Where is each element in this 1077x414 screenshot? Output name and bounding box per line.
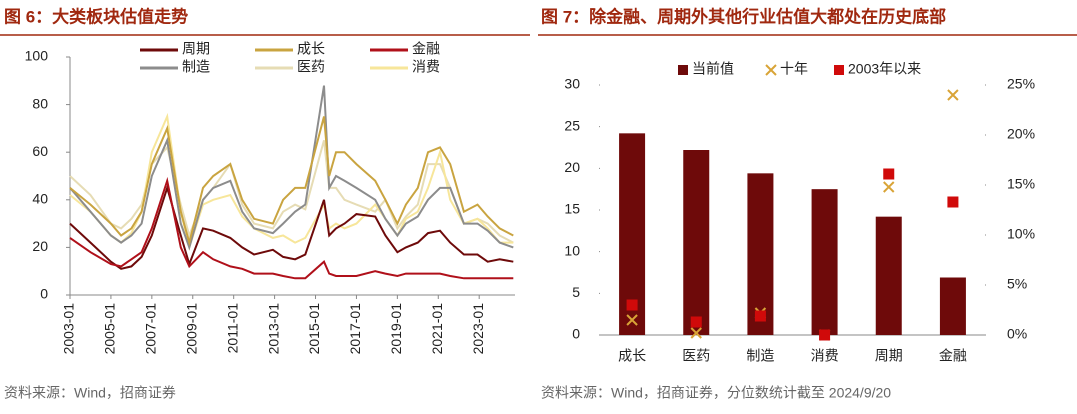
x-marker: [626, 314, 638, 326]
chart-title: 图 6：大类板块估值走势: [4, 6, 188, 26]
bar: [747, 173, 774, 335]
legend-label: 金融: [412, 41, 440, 57]
x-tick-label: 医药: [682, 348, 710, 364]
series-line: [69, 112, 514, 252]
series-line: [69, 116, 514, 247]
x-marker: [947, 89, 959, 101]
y2-tick-label: 25%: [1007, 76, 1035, 92]
square-marker: [754, 310, 766, 322]
x-tick-label: 2017-01: [347, 303, 363, 355]
y2-tick-label: 20%: [1007, 126, 1035, 142]
y-tick-label: 40: [32, 191, 48, 207]
x-tick-label: 2007-01: [143, 303, 159, 355]
bar: [683, 150, 710, 335]
legend-label: 制造: [182, 59, 210, 75]
x-tick-label: 2019-01: [388, 303, 404, 355]
y-tick-label: 100: [25, 48, 49, 64]
x-tick-label: 2023-01: [470, 303, 486, 355]
y-tick-label: 60: [32, 143, 48, 159]
legend-label: 2003年以来: [848, 61, 921, 77]
x-tick-label: 2013-01: [265, 303, 281, 355]
x-tick-label: 周期: [875, 348, 903, 364]
y-tick-label: 30: [564, 76, 580, 92]
square-marker: [947, 196, 959, 208]
x-tick-label: 2015-01: [306, 303, 322, 355]
x-tick-label: 2011-01: [224, 303, 240, 354]
legend-label: 周期: [182, 41, 210, 57]
y-tick-label: 20: [564, 159, 580, 175]
x-tick-label: 金融: [939, 348, 967, 364]
x-tick-label: 2005-01: [102, 303, 118, 355]
x-tick-label: 制造: [746, 348, 774, 364]
source-note: 资料来源：Wind，招商证券: [4, 385, 176, 401]
bar: [811, 189, 838, 335]
y-tick-label: 15: [564, 201, 580, 217]
square-marker: [819, 329, 831, 341]
x-tick-label: 2009-01: [183, 303, 199, 355]
y-tick-label: 0: [572, 326, 580, 342]
legend-label: 当前值: [692, 61, 734, 77]
y-tick-label: 25: [564, 117, 580, 133]
x-marker: [690, 327, 702, 339]
legend-label: 成长: [297, 41, 325, 57]
y-tick-label: 0: [40, 286, 48, 302]
bar: [875, 216, 902, 335]
square-marker: [626, 299, 638, 311]
legend-label: 十年: [780, 61, 808, 77]
legend-swatch: [765, 64, 777, 76]
bar: [939, 277, 966, 335]
legend-swatch: [678, 65, 688, 75]
square-marker: [883, 168, 895, 180]
y-tick-label: 5: [572, 284, 580, 300]
x-tick-label: 2021-01: [429, 303, 445, 355]
chart-title: 图 7：除金融、周期外其他行业估值大都处在历史底部: [541, 6, 946, 26]
x-marker: [883, 181, 895, 193]
x-tick-label: 成长: [618, 348, 646, 364]
x-tick-label: 2003-01: [61, 303, 77, 355]
y2-tick-label: 0%: [1007, 326, 1027, 342]
y-tick-label: 20: [32, 238, 48, 254]
legend-label: 消费: [412, 59, 440, 75]
source-note: 资料来源：Wind，招商证券，分位数统计截至 2024/9/20: [541, 385, 891, 401]
y2-tick-label: 10%: [1007, 226, 1035, 242]
x-tick-label: 消费: [811, 348, 839, 364]
y-tick-label: 80: [32, 95, 48, 111]
square-marker: [690, 316, 702, 328]
series-line: [69, 85, 514, 251]
series-line: [69, 176, 514, 280]
legend-label: 医药: [297, 59, 325, 75]
y2-tick-label: 5%: [1007, 276, 1027, 292]
y2-tick-label: 15%: [1007, 176, 1035, 192]
legend-swatch: [834, 65, 844, 75]
series-line: [69, 184, 514, 270]
y-tick-label: 10: [564, 242, 580, 258]
